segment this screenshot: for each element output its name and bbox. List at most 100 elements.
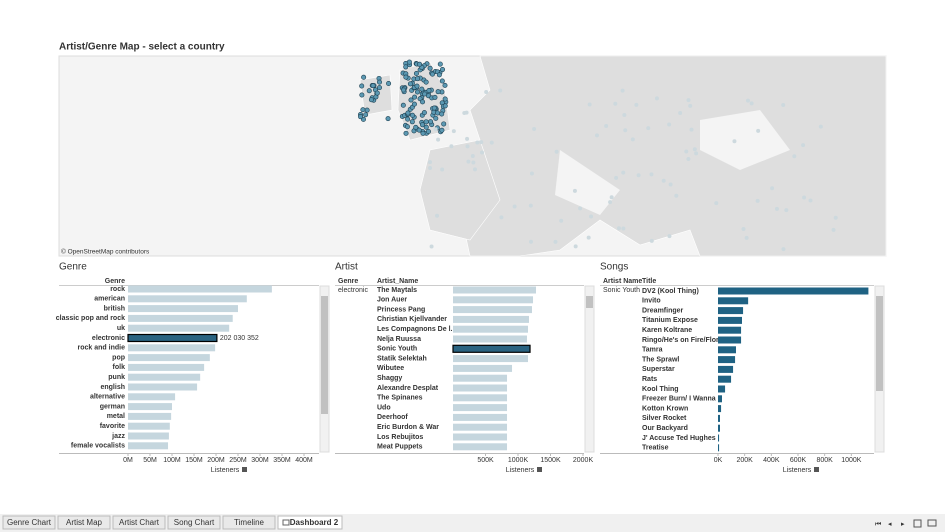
map-point-faint[interactable]	[668, 182, 673, 187]
map-point-faint[interactable]	[636, 173, 641, 178]
map-point-faint[interactable]	[745, 98, 750, 103]
map-point-faint[interactable]	[741, 227, 746, 232]
map-point[interactable]	[359, 83, 365, 89]
bar[interactable]	[453, 443, 508, 451]
map-point[interactable]	[359, 92, 365, 98]
bar[interactable]	[718, 365, 734, 373]
map-point[interactable]	[413, 70, 419, 76]
map-point-faint[interactable]	[471, 160, 476, 165]
map-point-faint[interactable]	[573, 244, 578, 249]
map-point[interactable]	[442, 82, 448, 88]
map-point-faint[interactable]	[428, 165, 433, 170]
map-point-faint[interactable]	[818, 124, 823, 129]
map-point[interactable]	[439, 78, 445, 84]
map-point[interactable]	[417, 61, 423, 67]
map-point[interactable]	[403, 74, 409, 80]
bar[interactable]	[718, 395, 722, 403]
bar[interactable]	[718, 385, 726, 393]
bar[interactable]	[453, 364, 513, 372]
map-point[interactable]	[406, 59, 412, 65]
map-point-faint[interactable]	[532, 126, 537, 131]
map-point-faint[interactable]	[594, 133, 599, 138]
bar[interactable]	[718, 287, 869, 295]
bar[interactable]	[128, 403, 172, 411]
map-point[interactable]	[414, 89, 420, 95]
map-point-faint[interactable]	[499, 215, 504, 220]
map-point-faint[interactable]	[686, 98, 691, 103]
bar[interactable]	[128, 422, 170, 430]
map-point-faint[interactable]	[667, 122, 672, 127]
map-point[interactable]	[414, 83, 420, 89]
map-point[interactable]	[376, 85, 382, 91]
map-point-faint[interactable]	[609, 195, 614, 200]
scroll-thumb[interactable]	[876, 296, 883, 391]
map-point-faint[interactable]	[614, 175, 619, 180]
bar[interactable]	[718, 434, 720, 442]
map-point[interactable]	[435, 89, 441, 95]
map-point[interactable]	[368, 97, 374, 103]
map-point[interactable]	[432, 94, 438, 100]
map-point[interactable]	[420, 130, 426, 136]
map-point-faint[interactable]	[684, 149, 689, 154]
map-point[interactable]	[374, 90, 380, 96]
tab[interactable]	[167, 515, 221, 530]
map-point[interactable]	[439, 127, 445, 133]
bar[interactable]	[128, 314, 233, 322]
map-point[interactable]	[409, 119, 415, 125]
bar[interactable]	[453, 315, 529, 323]
map-point-faint[interactable]	[649, 238, 654, 243]
map-point-faint[interactable]	[694, 151, 699, 156]
map-point-faint[interactable]	[559, 218, 564, 223]
bar[interactable]	[453, 325, 529, 333]
map-point-faint[interactable]	[528, 203, 533, 208]
bar[interactable]	[453, 306, 532, 314]
map-point-faint[interactable]	[770, 186, 775, 191]
map-point-faint[interactable]	[756, 128, 761, 133]
map-point[interactable]	[416, 127, 422, 133]
map-point-faint[interactable]	[529, 239, 534, 244]
map-point-faint[interactable]	[429, 244, 434, 249]
map-point-faint[interactable]	[613, 101, 618, 106]
nav-first[interactable]: ⏮	[875, 521, 881, 528]
map-point[interactable]	[419, 86, 425, 92]
map-point-faint[interactable]	[634, 102, 639, 107]
map-point-faint[interactable]	[435, 213, 440, 218]
map-point-faint[interactable]	[781, 103, 786, 108]
map-point-faint[interactable]	[749, 101, 754, 106]
bar[interactable]	[128, 363, 205, 371]
bar[interactable]	[453, 384, 508, 392]
map-point-faint[interactable]	[604, 123, 609, 128]
map-point-faint[interactable]	[692, 147, 697, 152]
map-point[interactable]	[425, 128, 431, 134]
nav-next[interactable]: ▸	[901, 521, 905, 528]
bar[interactable]	[718, 297, 749, 305]
map-point[interactable]	[431, 105, 437, 111]
sort-icon[interactable]	[537, 467, 542, 472]
map-point[interactable]	[428, 119, 434, 125]
map-point-faint[interactable]	[622, 113, 627, 118]
map-point-faint[interactable]	[433, 127, 438, 132]
map-point-faint[interactable]	[755, 198, 760, 203]
map-point-faint[interactable]	[470, 154, 475, 159]
map-point-faint[interactable]	[465, 136, 470, 141]
map-point[interactable]	[411, 101, 417, 107]
map-point-faint[interactable]	[649, 172, 654, 177]
map-point-faint[interactable]	[654, 96, 659, 101]
tab-label[interactable]: Artist Chart	[119, 518, 160, 527]
tab-label[interactable]: Song Chart	[174, 518, 215, 527]
bar[interactable]	[128, 373, 201, 381]
bar[interactable]	[453, 296, 534, 304]
bar[interactable]	[128, 432, 169, 440]
bar[interactable]	[452, 344, 531, 353]
tab-label[interactable]: Genre Chart	[7, 518, 52, 527]
map-point[interactable]	[360, 107, 366, 113]
map-point[interactable]	[370, 83, 376, 89]
map-point[interactable]	[377, 79, 383, 85]
bar[interactable]	[453, 423, 508, 431]
map-point[interactable]	[420, 122, 426, 128]
bar[interactable]	[718, 375, 732, 383]
map-point-faint[interactable]	[578, 206, 583, 211]
tab[interactable]	[2, 515, 56, 530]
map-point-faint[interactable]	[616, 226, 621, 231]
map-point-faint[interactable]	[587, 102, 592, 107]
